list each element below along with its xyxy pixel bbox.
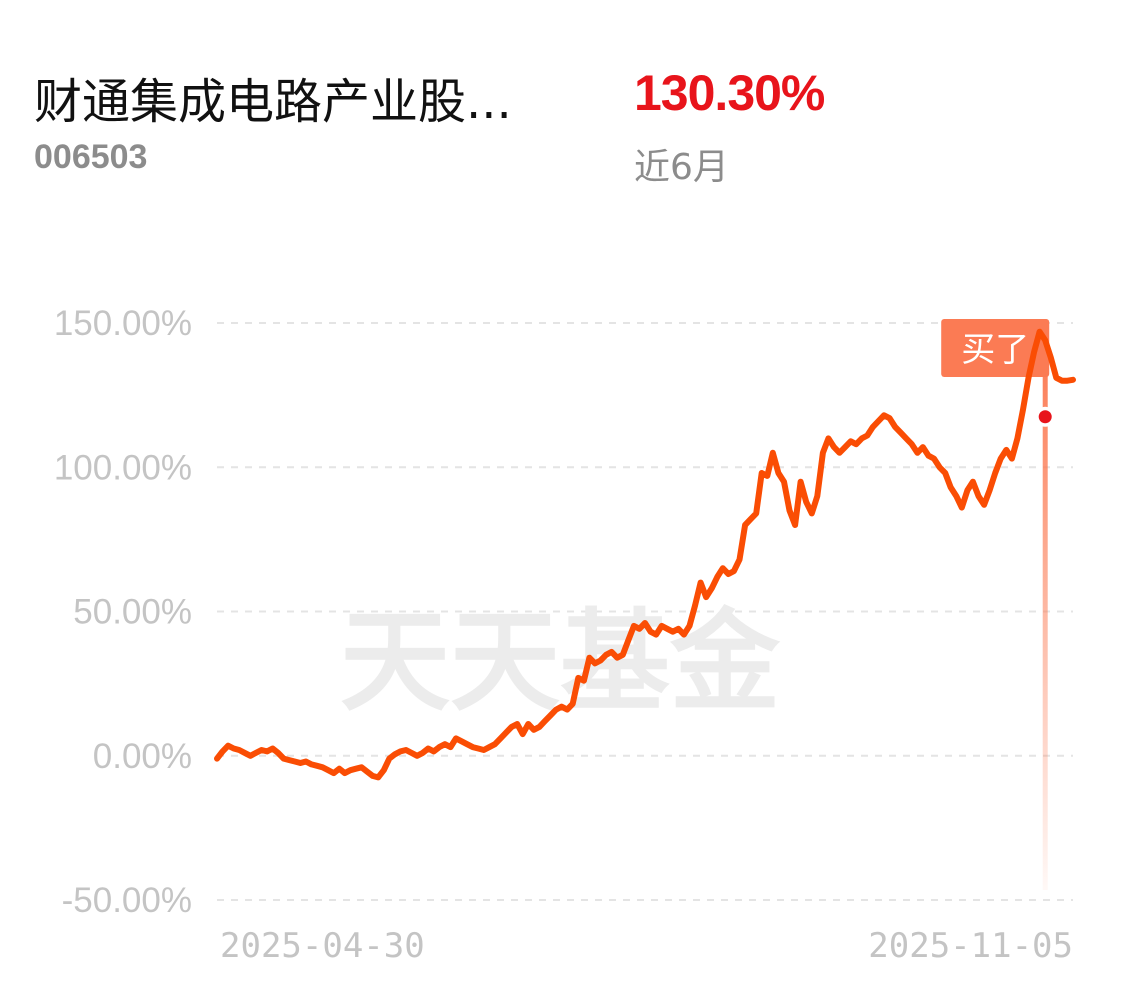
y-tick-label: 100.00% [54,448,192,487]
y-tick-label: 150.00% [54,304,192,343]
buy-marker-dot-layer [1035,406,1056,427]
x-axis-labels: 2025-04-30 2025-11-05 [220,926,1073,966]
return-value: 130.30% [634,65,825,121]
series-line [214,328,1076,781]
buy-marker-dot [1038,410,1052,424]
x-label-start: 2025-04-30 [220,926,425,966]
fund-name: 财通集成电路产业股... [34,74,512,130]
y-tick-label: 0.00% [93,737,192,776]
buy-marker-label: 买了 [961,330,1029,370]
y-tick-label: -50.00% [62,881,192,920]
series-layer [214,328,1076,781]
y-tick-label: 50.00% [73,593,192,632]
y-axis-ticks: 150.00% 100.00% 50.00% 0.00% -50.00% [54,304,192,920]
buy-marker[interactable]: 买了 [941,319,1050,890]
grid-lines [217,322,1073,901]
buy-marker-line [1042,375,1048,890]
fund-code: 006503 [34,138,148,176]
buy-marker-box[interactable] [941,319,1050,377]
return-period: 近6月 [634,147,729,188]
x-label-end: 2025-11-05 [868,926,1073,966]
